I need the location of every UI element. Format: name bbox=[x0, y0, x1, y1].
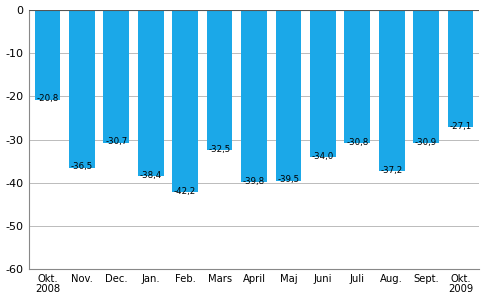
Text: -36,5: -36,5 bbox=[71, 163, 93, 172]
Bar bbox=[412, 10, 438, 143]
Text: -32,5: -32,5 bbox=[208, 145, 230, 154]
Text: -37,2: -37,2 bbox=[380, 166, 402, 175]
Text: -34,0: -34,0 bbox=[311, 152, 333, 160]
Bar bbox=[137, 10, 163, 176]
Bar bbox=[241, 10, 266, 182]
Text: -30,8: -30,8 bbox=[346, 138, 368, 147]
Bar bbox=[344, 10, 369, 143]
Text: -39,8: -39,8 bbox=[242, 177, 265, 186]
Bar bbox=[378, 10, 404, 171]
Text: -30,7: -30,7 bbox=[105, 137, 127, 146]
Bar bbox=[309, 10, 335, 157]
Text: -20,8: -20,8 bbox=[36, 94, 59, 103]
Text: -30,9: -30,9 bbox=[414, 138, 436, 147]
Bar bbox=[447, 10, 472, 127]
Text: -27,1: -27,1 bbox=[449, 122, 470, 131]
Bar bbox=[103, 10, 129, 142]
Bar bbox=[275, 10, 301, 181]
Text: -38,4: -38,4 bbox=[139, 171, 162, 180]
Bar bbox=[172, 10, 197, 192]
Bar bbox=[69, 10, 94, 168]
Text: -42,2: -42,2 bbox=[174, 187, 196, 196]
Text: -39,5: -39,5 bbox=[277, 176, 299, 184]
Bar bbox=[34, 10, 60, 100]
Bar bbox=[206, 10, 232, 150]
